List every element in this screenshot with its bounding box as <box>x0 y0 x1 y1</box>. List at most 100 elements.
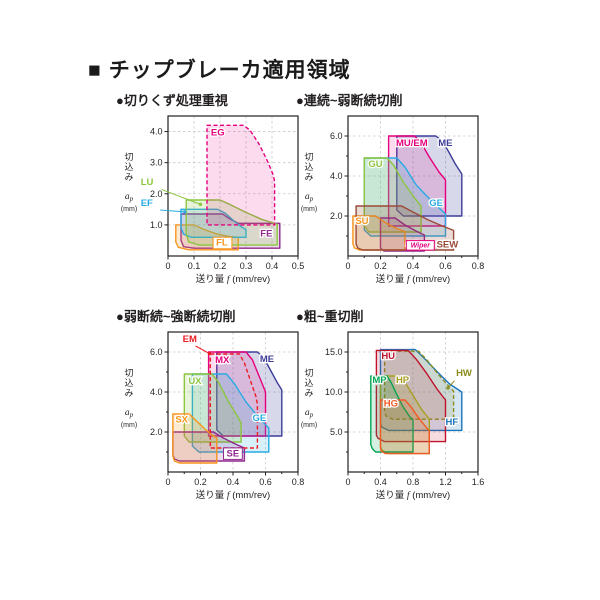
region-label-MX: MX <box>215 355 230 366</box>
svg-text:み: み <box>304 172 313 182</box>
panel-subtitle-interrupted-cutting: ●弱断続~強断続切削 <box>116 309 236 324</box>
chart-heavy-cutting: 0 0.4 0.8 1.2 1.6 5.0 10.0 15.0 HF HW HU HP MP HG 送り量 … <box>296 324 508 504</box>
plot-border <box>167 115 299 257</box>
svg-text:0.2: 0.2 <box>194 477 207 487</box>
region-EG <box>206 124 276 226</box>
svg-text:0.2: 0.2 <box>374 261 387 271</box>
panel-subtitle-chip-control: ●切りくず処理重視 <box>116 93 228 108</box>
region-SX <box>172 413 218 464</box>
svg-text:0.3: 0.3 <box>240 261 253 271</box>
region-label-FL: FL <box>216 238 228 249</box>
x-axis-label: 送り量 f (mm/rev) <box>196 489 270 501</box>
chart-interrupted-cutting: 0 0.2 0.4 0.6 0.8 2.0 4.0 6.0 ME MX GE UX SE SX EM 送り量 … <box>116 324 328 504</box>
chart-svg-3: 0 0.4 0.8 1.2 1.6 5.0 10.0 15.0 HF HW HU HP MP HG 送り量 … <box>301 331 484 501</box>
svg-text:1.2: 1.2 <box>439 477 452 487</box>
panel-continuous-cutting: ●連続~弱断続切削 0 0.2 0.4 0.6 0.8 2.0 4.0 6.0 ME MU/EM G… <box>296 90 511 290</box>
region-label-SU: SU <box>355 216 368 227</box>
region-HW <box>383 350 455 420</box>
svg-text:ap: ap <box>305 192 314 203</box>
chart-continuous-cutting: 00.20.40.60.82.04.06.0MEMU/EMGEGUSESUSEW… <box>296 108 508 288</box>
chart-svg-2: 0 0.2 0.4 0.6 0.8 2.0 4.0 6.0 ME MX GE UX SE SX EM 送り量 … <box>121 331 304 501</box>
svg-text:0: 0 <box>345 261 350 271</box>
region-HP <box>379 375 430 455</box>
svg-text:0: 0 <box>345 477 350 487</box>
svg-text:10.0: 10.0 <box>325 387 343 397</box>
region-label-HF: HF <box>446 417 459 428</box>
region-label-GU: GU <box>368 159 382 170</box>
svg-text:1.6: 1.6 <box>472 477 485 487</box>
svg-text:0.4: 0.4 <box>227 477 240 487</box>
svg-text:3.0: 3.0 <box>150 158 163 168</box>
region-MX <box>207 351 267 437</box>
svg-text:0.4: 0.4 <box>407 261 420 271</box>
panel-heavy-cutting: ●粗~重切削 0 0.4 0.8 1.2 1.6 5.0 10.0 15.0 HF HW HU HP M… <box>296 306 511 506</box>
svg-text:0.4: 0.4 <box>374 477 387 487</box>
svg-text:切: 切 <box>124 368 133 378</box>
svg-text:切: 切 <box>304 152 313 162</box>
region-FE <box>180 213 281 249</box>
region-EF <box>180 208 247 238</box>
region-SU <box>352 215 406 251</box>
svg-text:0: 0 <box>165 477 170 487</box>
region-GU <box>363 157 422 233</box>
x-axis-label: 送り量 f (mm/rev) <box>196 273 270 285</box>
svg-text:0.4: 0.4 <box>266 261 279 271</box>
chart-svg-0: 0 0.1 0.2 0.3 0.4 0.5 1.0 2.0 3.0 4.0 FE FL EF LU EG 送り… <box>121 115 304 285</box>
svg-text:5.0: 5.0 <box>330 427 343 437</box>
region-label-HW: HW <box>456 368 472 379</box>
svg-text:ap: ap <box>125 408 134 419</box>
region-label-SE: SE <box>227 448 240 459</box>
region-LU <box>185 199 278 246</box>
panel-subtitle-heavy-cutting: ●粗~重切削 <box>296 309 364 324</box>
tick-labels: 0 0.1 0.2 0.3 0.4 0.5 1.0 2.0 3.0 4.0 <box>150 127 304 271</box>
region-label-MP: MP <box>372 375 387 386</box>
svg-text:15.0: 15.0 <box>325 347 343 357</box>
svg-text:0.2: 0.2 <box>214 261 227 271</box>
svg-text:4.0: 4.0 <box>150 127 163 137</box>
region-label-ME: ME <box>438 138 452 149</box>
region-label-LU: LU <box>141 177 154 188</box>
region-labels: FE FL EF LU EG <box>139 126 274 250</box>
region-label-FE: FE <box>260 229 272 240</box>
svg-text:(mm): (mm) <box>301 206 317 213</box>
svg-text:2.0: 2.0 <box>330 211 343 221</box>
svg-text:(mm): (mm) <box>121 422 137 429</box>
tick-labels: 0 0.2 0.4 0.6 0.8 2.0 4.0 6.0 <box>150 347 304 487</box>
y-axis-label: 切込み ap (mm) <box>121 368 137 429</box>
svg-text:込: 込 <box>304 378 313 388</box>
tick-labels: 0 0.4 0.8 1.2 1.6 5.0 10.0 15.0 <box>325 347 484 487</box>
page-title-text: チップブレーカ適用領域 <box>108 59 351 82</box>
region-label-MU/EM: MU/EM <box>396 138 428 149</box>
tick-marks <box>164 131 299 260</box>
svg-text:切: 切 <box>124 152 133 162</box>
svg-text:0.8: 0.8 <box>292 477 305 487</box>
panel-subtitle-continuous-cutting: ●連続~弱断続切削 <box>296 93 403 108</box>
y-axis-label: 切込み ap (mm) <box>301 152 317 213</box>
region-label-UX: UX <box>188 376 202 387</box>
svg-text:み: み <box>124 172 133 182</box>
region-HG <box>379 399 430 455</box>
svg-text:切: 切 <box>304 368 313 378</box>
svg-text:0.5: 0.5 <box>292 261 305 271</box>
svg-text:0.8: 0.8 <box>407 477 420 487</box>
y-axis-label: 切込み ap (mm) <box>301 368 317 429</box>
svg-text:み: み <box>304 388 313 398</box>
svg-text:2.0: 2.0 <box>150 189 163 199</box>
svg-text:6.0: 6.0 <box>330 131 343 141</box>
svg-text:み: み <box>124 388 133 398</box>
y-axis-label: 切込み ap (mm) <box>121 152 137 213</box>
chart-chip-control: 0 0.1 0.2 0.3 0.4 0.5 1.0 2.0 3.0 4.0 FE FL EF LU EG 送り… <box>116 108 328 288</box>
svg-text:ap: ap <box>125 192 134 203</box>
panel-chip-control: ●切りくず処理重視 0 0.1 0.2 0.3 0.4 0.5 1.0 2.0 3.0 4.0 FE… <box>116 90 331 290</box>
region-label-HP: HP <box>396 375 410 386</box>
region-label-GE: GE <box>429 198 443 209</box>
region-label-EG: EG <box>211 127 225 138</box>
svg-text:4.0: 4.0 <box>150 387 163 397</box>
region-label-SX: SX <box>175 414 188 425</box>
panel-interrupted-cutting: ●弱断続~強断続切削 0 0.2 0.4 0.6 0.8 2.0 4.0 6.0 ME MX GE U… <box>116 306 331 506</box>
region-label-SEW: SEW <box>437 240 459 251</box>
svg-text:6.0: 6.0 <box>150 347 163 357</box>
svg-text:0.8: 0.8 <box>472 261 485 271</box>
region-labels: HF HW HU HP MP HG <box>371 350 473 429</box>
